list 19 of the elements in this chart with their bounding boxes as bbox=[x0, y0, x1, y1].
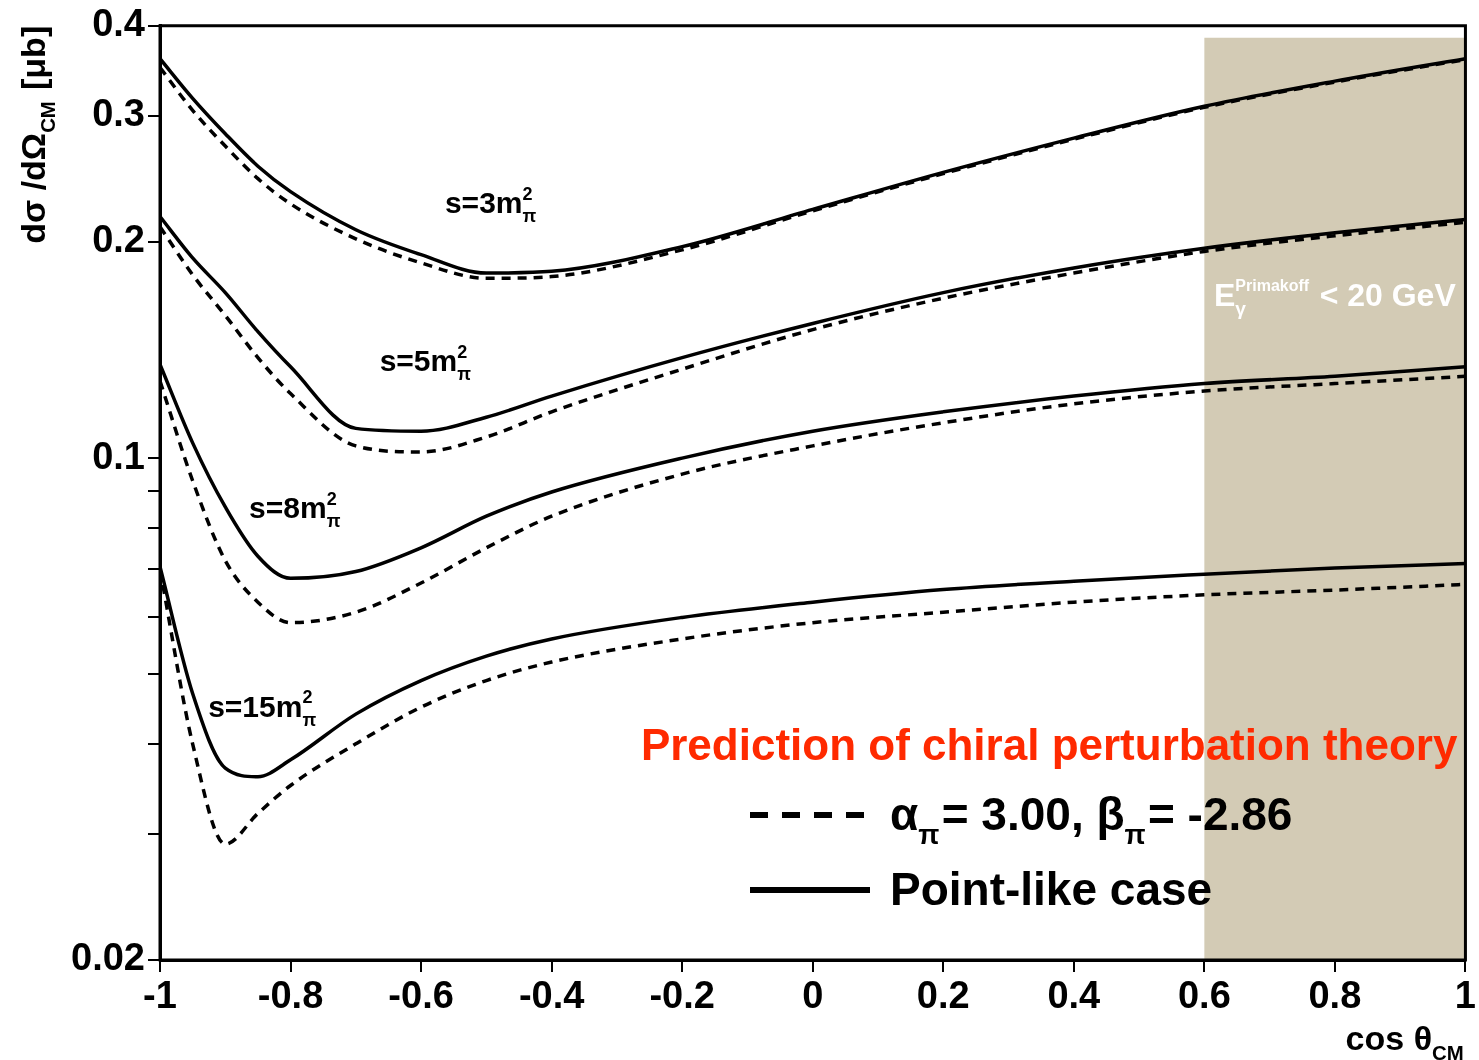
x-tick-label: -0.6 bbox=[388, 974, 454, 1017]
x-tick-label: 0.6 bbox=[1177, 974, 1231, 1017]
annotation: Prediction of chiral perturbation theory bbox=[640, 720, 1458, 769]
legend-label: Point-like case bbox=[890, 863, 1213, 915]
x-tick-label: 0 bbox=[802, 974, 824, 1017]
y-tick-label: 0.4 bbox=[92, 2, 145, 45]
x-tick-label: 1 bbox=[1454, 974, 1476, 1017]
x-tick-label: -0.4 bbox=[518, 974, 585, 1017]
x-tick-label: 0.4 bbox=[1047, 974, 1101, 1017]
y-tick-label: 0.2 bbox=[92, 218, 145, 261]
y-tick-label: 0.3 bbox=[92, 92, 145, 134]
x-tick-label: 0.2 bbox=[916, 974, 970, 1017]
x-tick-label: 0.8 bbox=[1308, 974, 1362, 1017]
y-tick-label: 0.1 bbox=[92, 434, 145, 477]
x-tick-label: -0.2 bbox=[649, 974, 715, 1017]
x-tick-label: -1 bbox=[143, 974, 177, 1017]
y-tick-label: 0.02 bbox=[71, 936, 145, 979]
x-tick-label: -0.8 bbox=[257, 974, 324, 1017]
y-axis-title: dσ /dΩCM [μb] bbox=[14, 25, 60, 244]
